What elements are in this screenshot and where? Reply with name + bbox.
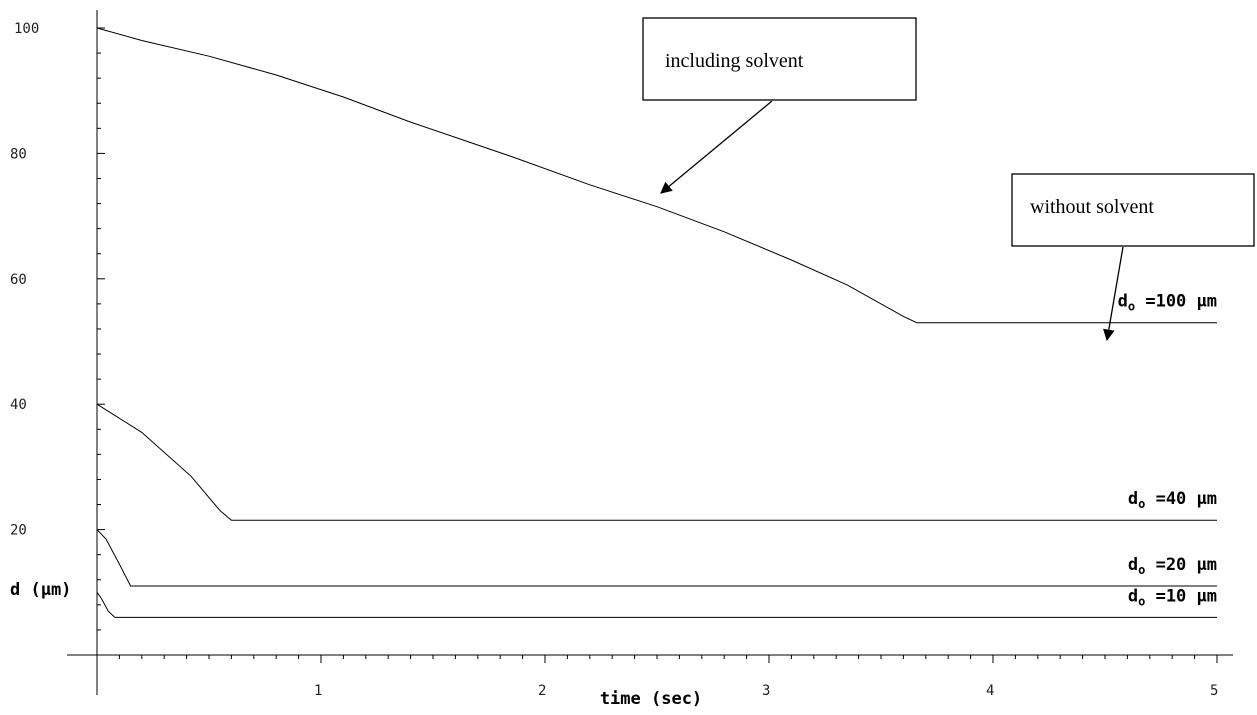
y-tick-label: 40	[10, 397, 27, 413]
callout-arrow	[660, 100, 773, 194]
callout-box	[1011, 173, 1255, 247]
series-labels: do =100 µm do =40 µm do =20 µm do =10 µm	[1118, 292, 1217, 609]
series-line	[96, 592, 1217, 618]
y-tick-label: 100	[14, 21, 39, 37]
callout-text: without solvent	[1030, 196, 1154, 218]
series-line	[96, 27, 1217, 324]
callout-including-solvent: including solvent	[642, 17, 917, 194]
x-tick-label: 1	[314, 683, 322, 699]
series-label: do =100 µm	[1118, 292, 1217, 314]
callout-without-solvent: without solvent	[1011, 173, 1255, 342]
x-axis-tick-labels: 1 2 3 4 5	[314, 683, 1218, 699]
x-tick-label: 2	[538, 683, 546, 699]
series-label: do =40 µm	[1128, 489, 1217, 511]
y-axis-label: d (µm)	[10, 580, 71, 600]
x-tick-label: 5	[1210, 683, 1218, 699]
y-axis-tick-labels: 20 40 60 80 100	[10, 21, 39, 539]
callout-box	[642, 17, 917, 101]
series-line	[96, 403, 1217, 521]
x-tick-label: 3	[762, 683, 770, 699]
y-tick-label: 20	[10, 523, 27, 539]
y-axis-ticks	[97, 27, 105, 631]
series-line	[96, 529, 1217, 587]
callout-arrow	[1103, 246, 1124, 342]
x-axis-ticks	[118, 655, 1218, 663]
series-label: do =10 µm	[1128, 586, 1217, 608]
x-axis-label: time (sec)	[600, 689, 702, 709]
y-tick-label: 60	[10, 272, 27, 288]
callout-text: including solvent	[665, 50, 804, 72]
series-curves	[96, 27, 1217, 618]
x-tick-label: 4	[986, 683, 994, 699]
y-tick-label: 80	[10, 146, 27, 162]
series-label: do =20 µm	[1128, 555, 1217, 577]
